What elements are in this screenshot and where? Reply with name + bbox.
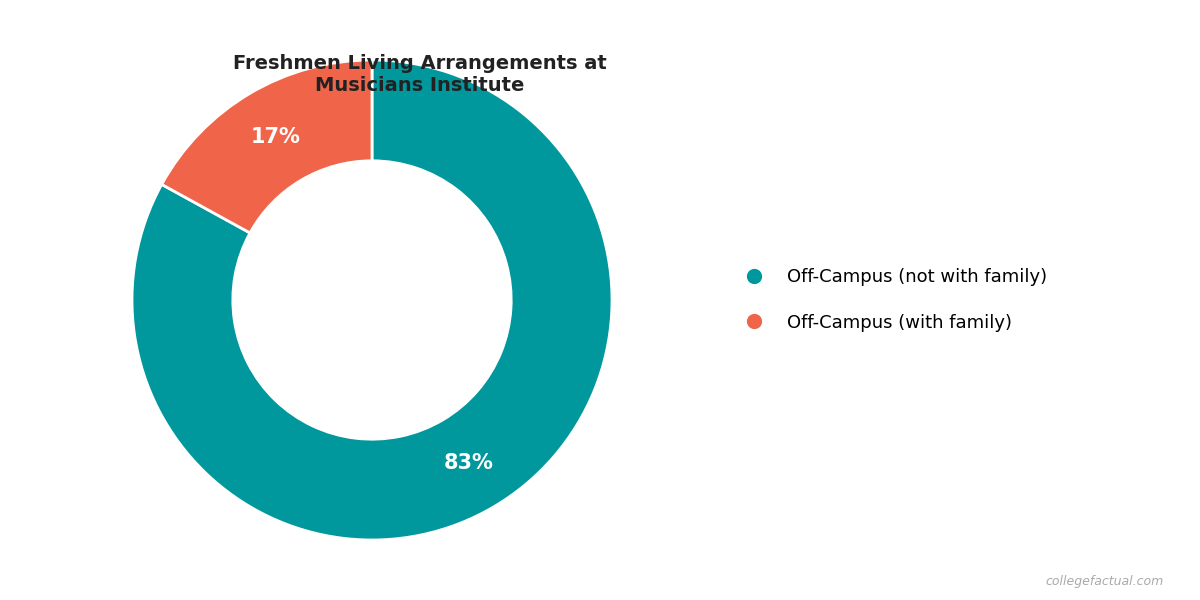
Text: 83%: 83% [444, 453, 493, 473]
Text: Freshmen Living Arrangements at
Musicians Institute: Freshmen Living Arrangements at Musician… [233, 54, 607, 95]
Wedge shape [162, 60, 372, 233]
Wedge shape [132, 60, 612, 540]
Text: collegefactual.com: collegefactual.com [1045, 575, 1164, 588]
Text: 17%: 17% [251, 127, 300, 147]
Legend: Off-Campus (not with family), Off-Campus (with family): Off-Campus (not with family), Off-Campus… [730, 261, 1054, 339]
